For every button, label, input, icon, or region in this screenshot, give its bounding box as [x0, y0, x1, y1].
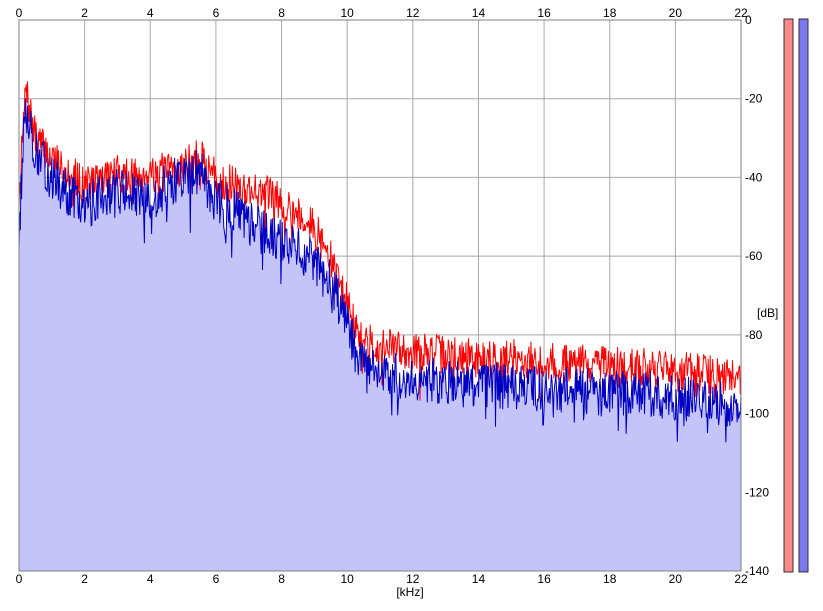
x-tick-label-top: 22 [734, 6, 748, 20]
y-axis-label: [dB] [757, 306, 778, 320]
x-tick-label-bottom: 20 [669, 572, 683, 586]
level-meter-right [798, 18, 809, 573]
y-tick-label: -120 [745, 485, 769, 499]
x-axis-label: [kHz] [396, 585, 423, 599]
x-tick-label-bottom: 14 [472, 572, 486, 586]
spectrum-fill [19, 98, 741, 572]
x-tick-label-top: 20 [669, 6, 683, 20]
x-tick-label-top: 8 [278, 6, 285, 20]
x-tick-label-bottom: 22 [734, 572, 748, 586]
x-tick-label-bottom: 0 [16, 572, 23, 586]
level-meter-left [783, 18, 794, 573]
series-line-blue [18, 98, 742, 443]
y-tick-label: 0 [745, 13, 752, 27]
series-layer [18, 81, 742, 572]
x-tick-label-top: 6 [213, 6, 220, 20]
x-tick-label-top: 0 [16, 6, 23, 20]
series-line-red [18, 81, 742, 404]
y-tick-label: -80 [745, 328, 763, 342]
x-tick-label-top: 16 [537, 6, 551, 20]
y-tick-label: -100 [745, 407, 769, 421]
y-tick-label: -140 [745, 564, 769, 578]
x-tick-label-top: 14 [472, 6, 486, 20]
y-tick-label: -60 [745, 249, 763, 263]
x-tick-label-top: 12 [406, 6, 420, 20]
y-tick-label: -20 [745, 92, 763, 106]
x-tick-label-top: 10 [341, 6, 355, 20]
x-tick-label-bottom: 12 [406, 572, 420, 586]
x-tick-label-bottom: 4 [147, 572, 154, 586]
x-tick-label-bottom: 2 [81, 572, 88, 586]
y-tick-label: -40 [745, 170, 763, 184]
x-tick-label-bottom: 8 [278, 572, 285, 586]
x-tick-label-bottom: 16 [537, 572, 551, 586]
level-meters [783, 18, 809, 573]
x-ticks-bottom: 0 2 4 6 8 10 12 14 16 18 20 22 [16, 572, 748, 586]
x-tick-label-bottom: 10 [341, 572, 355, 586]
x-tick-label-top: 2 [81, 6, 88, 20]
y-ticks-right: 0 -20 -40 -60 -80 -100 -120 -140 [745, 13, 769, 578]
x-ticks-top: 0 2 4 6 8 10 12 14 16 18 20 22 [16, 6, 748, 20]
x-tick-label-top: 4 [147, 6, 154, 20]
plot-frame [18, 19, 742, 572]
x-tick-label-bottom: 6 [213, 572, 220, 586]
x-tick-label-bottom: 18 [603, 572, 617, 586]
x-tick-label-top: 18 [603, 6, 617, 20]
